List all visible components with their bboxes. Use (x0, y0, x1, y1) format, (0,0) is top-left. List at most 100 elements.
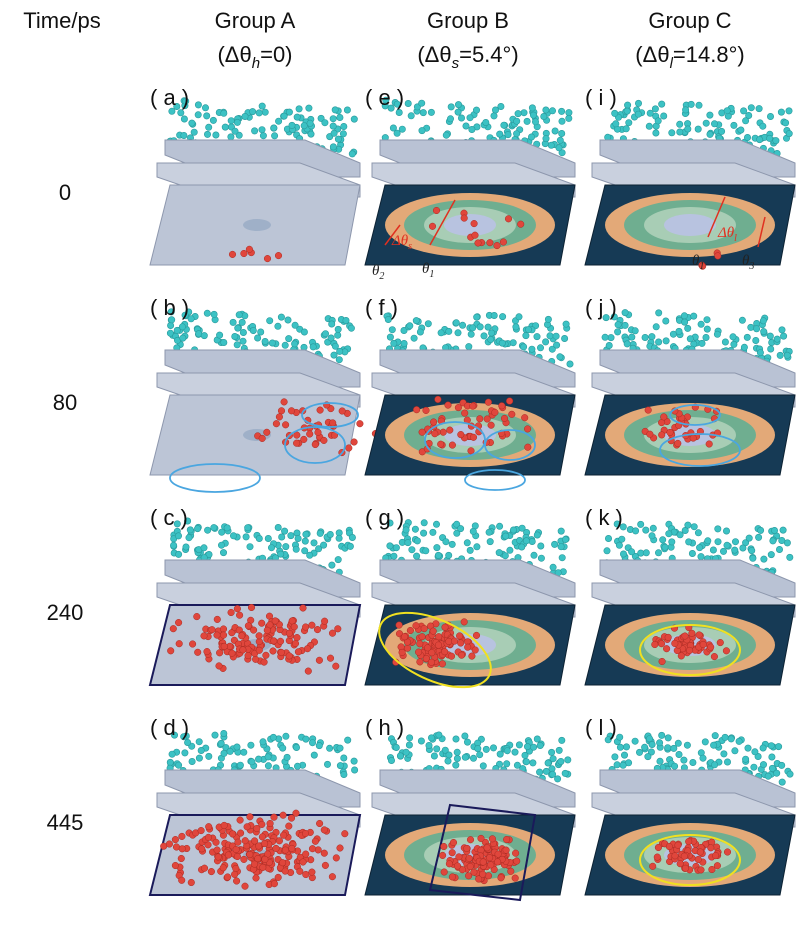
water-molecule (515, 110, 521, 116)
water-molecule (302, 548, 308, 554)
solute-atom (275, 874, 282, 881)
water-molecule (260, 133, 266, 139)
water-molecule (786, 130, 792, 136)
solute-atom (346, 445, 353, 452)
water-molecule (180, 335, 186, 341)
solute-atom (451, 638, 458, 645)
water-molecule (311, 752, 317, 758)
water-molecule (327, 531, 333, 537)
water-molecule (728, 736, 734, 742)
water-molecule (753, 326, 759, 332)
water-molecule (414, 538, 420, 544)
water-molecule (779, 537, 785, 543)
water-molecule (554, 776, 560, 782)
solute-atom (505, 216, 512, 223)
solute-atom (244, 824, 251, 831)
water-molecule (488, 336, 494, 342)
solute-atom (447, 427, 454, 434)
water-molecule (241, 749, 247, 755)
panel-label: ( g ) (365, 505, 404, 530)
water-molecule (326, 745, 332, 751)
water-molecule (458, 115, 464, 121)
solute-atom (473, 632, 480, 639)
solute-atom (666, 843, 673, 850)
water-molecule (337, 762, 343, 768)
solute-atom (245, 623, 252, 630)
water-molecule (183, 544, 189, 550)
solute-atom (470, 403, 477, 410)
water-molecule (268, 545, 274, 551)
solute-atom (461, 215, 468, 222)
water-molecule (449, 541, 455, 547)
panel-label: ( a ) (150, 85, 189, 110)
water-molecule (454, 755, 460, 761)
solute-atom (498, 875, 505, 882)
solute-atom (280, 812, 287, 819)
figure: Time/psGroup A(Δθh=0)Group B(Δθs=5.4°)Gr… (0, 0, 797, 935)
water-molecule (676, 751, 682, 757)
panel: ( i ) (585, 85, 795, 270)
solute-atom (240, 647, 247, 654)
solute-atom (700, 641, 707, 648)
water-molecule (483, 119, 489, 125)
water-molecule (698, 553, 704, 559)
water-molecule (464, 540, 470, 546)
water-molecule (773, 137, 779, 143)
water-molecule (316, 742, 322, 748)
water-molecule (669, 539, 675, 545)
water-molecule (275, 118, 281, 124)
water-molecule (309, 740, 315, 746)
solute-atom (194, 649, 201, 656)
water-molecule (524, 743, 530, 749)
water-molecule (537, 345, 543, 351)
water-molecule (562, 770, 568, 776)
water-molecule (510, 340, 516, 346)
solute-atom (467, 863, 474, 870)
water-molecule (741, 344, 747, 350)
solute-atom (440, 429, 447, 436)
water-molecule (707, 112, 713, 118)
water-molecule (768, 346, 774, 352)
water-molecule (413, 553, 419, 559)
water-molecule (195, 102, 201, 108)
solute-atom (333, 855, 340, 862)
water-molecule (524, 118, 530, 124)
water-molecule (757, 350, 763, 356)
solute-atom (464, 644, 471, 651)
water-molecule (665, 745, 671, 751)
water-molecule (255, 756, 261, 762)
water-molecule (770, 538, 776, 544)
water-molecule (712, 732, 718, 738)
solute-atom (509, 411, 516, 418)
water-molecule (787, 554, 793, 560)
water-molecule (204, 310, 210, 316)
water-molecule (677, 121, 683, 127)
solute-atom (282, 422, 289, 429)
water-molecule (776, 546, 782, 552)
water-molecule (428, 109, 434, 115)
solute-atom (513, 858, 520, 865)
solute-atom (333, 663, 340, 670)
group-subtitle: (Δθs=5.4°) (417, 42, 518, 72)
solute-atom (321, 850, 328, 857)
water-molecule (181, 116, 187, 122)
water-molecule (566, 109, 572, 115)
water-molecule (740, 108, 746, 114)
water-molecule (191, 129, 197, 135)
solute-atom (233, 865, 240, 872)
water-molecule (405, 539, 411, 545)
water-molecule (532, 119, 538, 125)
solute-atom (234, 853, 241, 860)
subtitle-prefix: (Δθ (635, 42, 669, 67)
panel-label: ( k ) (585, 505, 623, 530)
water-molecule (606, 342, 612, 348)
water-molecule (282, 342, 288, 348)
solute-atom (236, 612, 243, 619)
water-molecule (662, 544, 668, 550)
water-molecule (483, 746, 489, 752)
water-molecule (557, 137, 563, 143)
solute-atom (464, 845, 471, 852)
solute-atom (252, 656, 259, 663)
water-molecule (455, 330, 461, 336)
solute-atom (204, 648, 211, 655)
